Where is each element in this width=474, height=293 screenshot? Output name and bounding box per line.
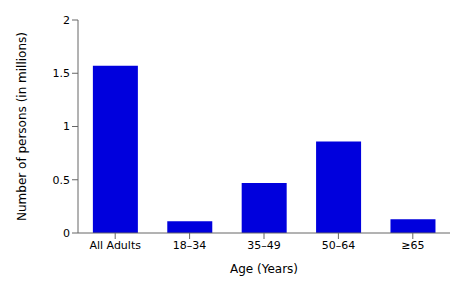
svg-text:0.5: 0.5 bbox=[53, 174, 71, 187]
svg-text:0: 0 bbox=[63, 227, 70, 240]
svg-text:Number of persons (in millions: Number of persons (in millions) bbox=[15, 32, 29, 221]
svg-text:1.5: 1.5 bbox=[53, 67, 71, 80]
svg-text:All Adults: All Adults bbox=[89, 239, 141, 252]
svg-text:50–64: 50–64 bbox=[322, 239, 356, 252]
svg-text:2: 2 bbox=[63, 14, 70, 27]
svg-text:1: 1 bbox=[63, 120, 70, 133]
svg-text:35–49: 35–49 bbox=[247, 239, 281, 252]
svg-text:Age (Years): Age (Years) bbox=[230, 262, 298, 276]
svg-text:18–34: 18–34 bbox=[173, 239, 207, 252]
svg-text:≥65: ≥65 bbox=[401, 239, 424, 252]
